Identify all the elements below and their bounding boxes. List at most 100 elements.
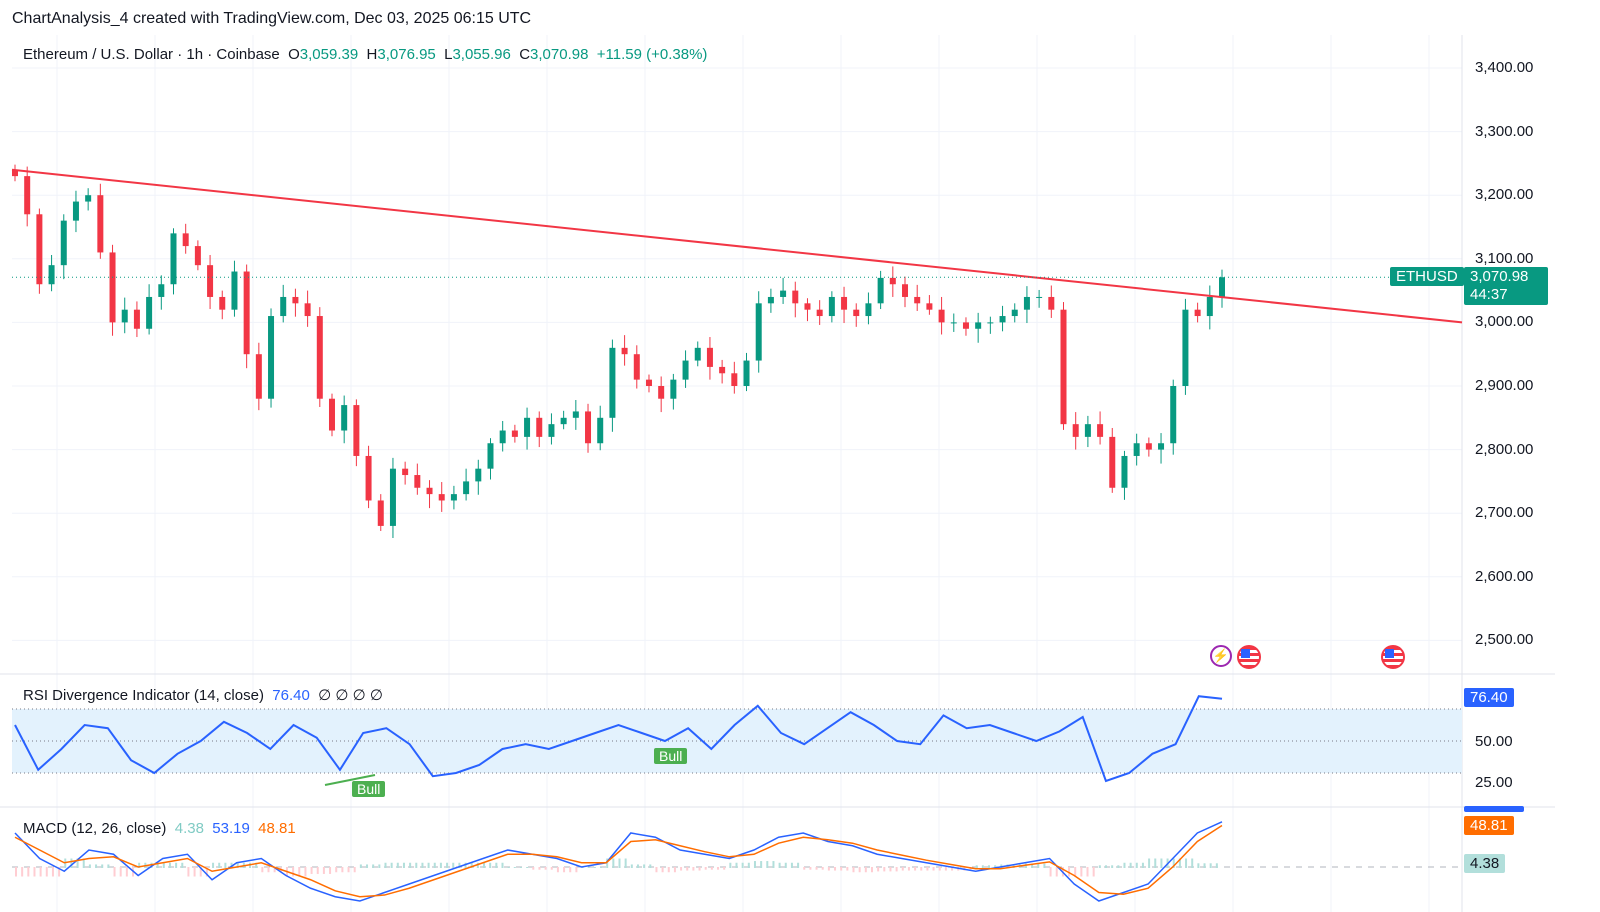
candle-body — [109, 252, 116, 323]
candle-body — [1194, 309, 1201, 317]
open-value: 3,059.39 — [299, 46, 359, 63]
rsi-extras: ∅ ∅ ∅ ∅ — [318, 687, 383, 704]
macd-histogram-bar — [914, 867, 917, 871]
macd-histogram-bar — [33, 867, 36, 877]
macd-histogram-bar — [329, 867, 332, 874]
candle-body — [1084, 424, 1091, 437]
macd-histogram-bar — [636, 864, 639, 868]
macd-histogram-bar — [218, 862, 221, 868]
candle-body — [146, 296, 153, 329]
macd-histogram-bar — [125, 867, 128, 877]
macd-histogram-bar — [612, 858, 615, 868]
candle-body — [524, 417, 531, 437]
candle-body — [487, 443, 494, 469]
macd-histogram-bar — [335, 867, 338, 873]
candle-body — [767, 296, 774, 304]
macd-histogram-bar — [852, 867, 855, 873]
macd-histogram-bar — [864, 867, 867, 873]
candle-body — [1182, 309, 1189, 386]
us-flag-event-icon[interactable] — [1237, 645, 1261, 669]
macd-histogram-bar — [1037, 863, 1040, 868]
candle-body — [316, 316, 323, 399]
macd-histogram-bar — [624, 858, 627, 868]
macd-histogram-bar — [347, 867, 350, 873]
candle-body — [731, 373, 738, 386]
candle-body — [938, 309, 945, 323]
macd-histogram-bar — [390, 862, 393, 868]
macd-histogram-bar — [944, 867, 947, 871]
macd-histogram-bar — [464, 862, 467, 868]
macd-histogram-bar — [212, 862, 215, 868]
candle-body — [268, 316, 275, 399]
macd-histogram-bar — [82, 858, 85, 868]
macd-histogram-bar — [1191, 858, 1194, 868]
macd-histogram-bar — [717, 867, 720, 870]
macd-histogram-bar — [1203, 863, 1206, 868]
macd-histogram-bar — [784, 862, 787, 868]
macd-histogram-bar — [322, 867, 325, 874]
candle-body — [585, 411, 592, 444]
low-value: 3,055.96 — [452, 46, 511, 63]
candle-body — [902, 284, 909, 297]
macd-histogram-bar — [273, 867, 276, 873]
macd-histogram-bar — [205, 867, 208, 877]
macd-histogram-bar — [1080, 867, 1083, 877]
macd-histogram-bar — [1209, 863, 1212, 868]
candle-body — [1023, 296, 1030, 310]
candle-body — [962, 322, 969, 329]
high-label: H — [366, 46, 378, 63]
candle-body — [304, 303, 311, 317]
macd-histogram-bar — [1160, 858, 1163, 868]
macd-histogram-bar — [366, 864, 369, 868]
candle-body — [1170, 386, 1177, 444]
macd-histogram-bar — [1135, 862, 1138, 868]
price-tick-label: 3,100.00 — [1475, 249, 1534, 267]
candle-body — [377, 500, 384, 526]
price-tick-label: 2,800.00 — [1475, 440, 1534, 458]
macd-histogram-bar — [181, 862, 184, 868]
macd-histogram-bar — [402, 862, 405, 868]
candle-body — [450, 494, 457, 501]
macd-histogram-bar — [920, 867, 923, 871]
macd-histogram-bar — [907, 867, 910, 871]
candle-body — [389, 468, 396, 526]
macd-histogram-bar — [261, 867, 264, 873]
candle-body — [402, 468, 409, 476]
macd-hist-value: 4.38 — [174, 820, 204, 837]
macd-histogram-bar — [446, 862, 449, 868]
us-flag-event-icon[interactable] — [1381, 645, 1405, 669]
candle-body — [36, 214, 43, 285]
candle-body — [1145, 443, 1152, 450]
macd-histogram-bar — [168, 862, 171, 868]
candle-body — [499, 430, 506, 444]
macd-histogram-bar — [156, 862, 159, 868]
candle-body — [1219, 277, 1225, 297]
candle-body — [170, 233, 177, 285]
candle-body — [341, 405, 348, 431]
macd-histogram-bar — [667, 867, 670, 873]
lightning-event-icon[interactable]: ⚡ — [1210, 645, 1232, 667]
candle-body — [255, 354, 262, 399]
candle-body — [694, 347, 701, 361]
macd-histogram-bar — [747, 862, 750, 868]
candle-body — [975, 322, 982, 329]
rsi-line — [14, 695, 1223, 783]
macd-histogram-bar — [113, 867, 116, 877]
macd-histogram-bar — [692, 867, 695, 871]
macd-histogram-bar — [353, 867, 356, 873]
candle-body — [670, 379, 677, 399]
macd-histogram-bar — [162, 862, 165, 868]
candle-body — [121, 309, 128, 323]
price-tick-label: 3,000.00 — [1475, 313, 1534, 331]
macd-histogram-bar — [501, 862, 504, 868]
macd-histogram-bar — [51, 867, 54, 877]
candle-body — [1097, 424, 1104, 437]
macd-histogram-bar — [187, 867, 190, 877]
candle-body — [804, 303, 811, 310]
ohlc-legend: Ethereum / U.S. Dollar · 1h · Coinbase O… — [23, 46, 707, 63]
candle-body — [743, 360, 750, 386]
candle-body — [658, 386, 665, 399]
candle-body — [365, 455, 372, 501]
macd-histogram-bar — [704, 867, 707, 870]
